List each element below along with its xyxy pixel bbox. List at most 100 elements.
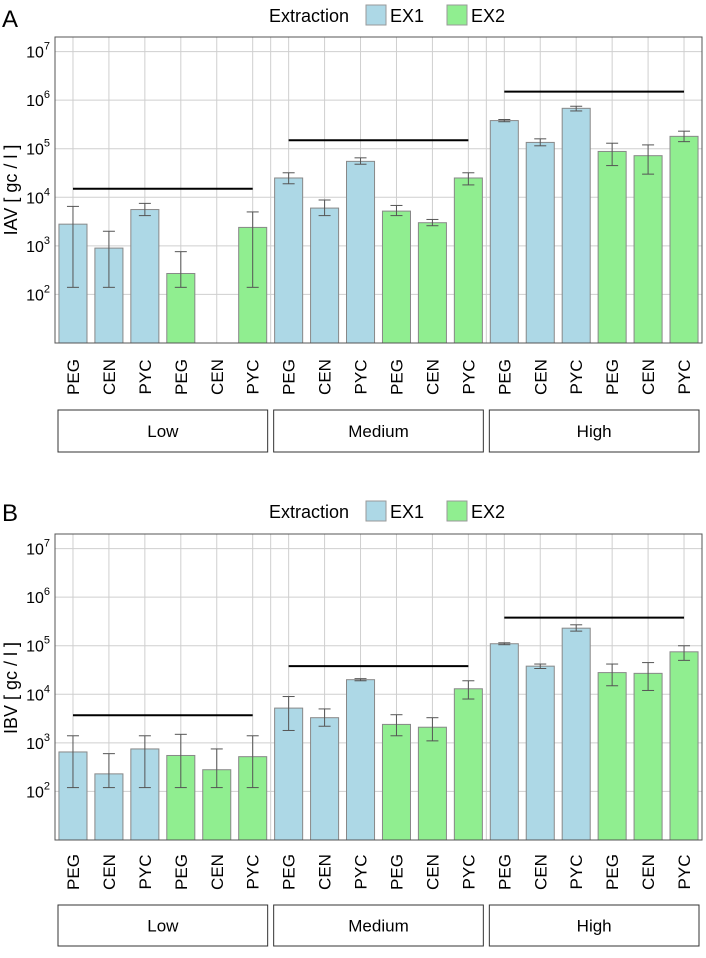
legend-title: Extraction xyxy=(269,6,349,26)
x-tick-label: PEG xyxy=(495,854,514,890)
error-bar xyxy=(534,663,547,669)
group-label-medium: Medium xyxy=(348,917,408,936)
x-tick-label: PYC xyxy=(459,360,478,395)
error-bar xyxy=(246,211,259,288)
error-bar xyxy=(426,717,439,742)
bars xyxy=(58,105,699,344)
error-bar xyxy=(462,680,475,700)
bar-high-pyc-ex1 xyxy=(561,107,591,344)
error-bar xyxy=(210,748,223,789)
y-tick-label: 106 xyxy=(26,586,50,607)
bar-medium-cen-ex1 xyxy=(310,207,340,344)
x-tick-label: PEG xyxy=(387,854,406,890)
x-tick-label: PEG xyxy=(387,359,406,395)
error-bar xyxy=(642,662,655,691)
group-label-low: Low xyxy=(147,422,179,441)
panel-letter: A xyxy=(2,6,18,33)
x-tick-label: CEN xyxy=(423,854,442,890)
x-tick-label: PEG xyxy=(603,359,622,395)
group-boxes: Low Medium High xyxy=(57,904,700,947)
legend-label-ex1: EX1 xyxy=(390,6,424,26)
error-bar xyxy=(606,663,619,687)
y-tick-label: 102 xyxy=(26,283,50,304)
y-tick-exponent: 6 xyxy=(44,89,50,101)
y-tick-label: 104 xyxy=(26,683,50,704)
bar-high-cen-ex1 xyxy=(525,141,555,344)
error-bar xyxy=(66,735,79,789)
error-bar xyxy=(354,157,367,165)
x-tick-label: PYC xyxy=(244,855,263,890)
y-tick-base: 10 xyxy=(26,784,44,801)
legend-label-ex1: EX1 xyxy=(390,502,424,522)
group-box-high xyxy=(488,904,700,947)
x-tick-label: PEG xyxy=(280,854,299,890)
y-tick-base: 10 xyxy=(26,687,44,704)
group-label-high: High xyxy=(577,917,612,936)
y-axis-label: IBV [ gc / l ] xyxy=(1,642,21,734)
y-tick-base: 10 xyxy=(26,45,44,62)
x-tick-label: PYC xyxy=(567,360,586,395)
bar-high-peg-ex1 xyxy=(489,643,519,841)
y-tick-exponent: 4 xyxy=(44,683,50,695)
error-bar xyxy=(498,642,511,646)
y-tick-base: 10 xyxy=(26,93,44,110)
y-tick-exponent: 2 xyxy=(44,283,50,295)
legend-swatch-ex1 xyxy=(365,4,387,26)
bar-medium-cen-ex1 xyxy=(310,717,340,841)
bar-medium-cen-ex2 xyxy=(417,222,447,344)
error-bar xyxy=(498,119,511,123)
error-bar xyxy=(534,138,547,147)
y-tick-base: 10 xyxy=(26,239,44,256)
error-bar xyxy=(390,714,403,737)
legend-label-ex2: EX2 xyxy=(471,502,505,522)
x-tick-label: PYC xyxy=(567,855,586,890)
x-tick-label: PYC xyxy=(352,855,371,890)
error-bar xyxy=(66,205,79,288)
x-tick-label: CEN xyxy=(531,854,550,890)
x-tick-label: PYC xyxy=(459,855,478,890)
legend-label-ex2: EX2 xyxy=(471,6,505,26)
x-tick-label: CEN xyxy=(639,854,658,890)
y-tick-label: 106 xyxy=(26,89,50,110)
x-tick-label: CEN xyxy=(639,359,658,395)
x-tick-label: CEN xyxy=(208,359,227,395)
error-bar xyxy=(102,753,115,789)
x-tick-label: PYC xyxy=(675,360,694,395)
error-bar xyxy=(174,733,187,789)
bar-medium-pyc-ex1 xyxy=(346,160,376,344)
y-tick-label: 105 xyxy=(26,635,50,656)
error-bar xyxy=(102,230,115,288)
error-bar xyxy=(570,105,583,112)
plot-frame xyxy=(54,533,703,841)
x-tick-label: PEG xyxy=(64,854,83,890)
y-tick-base: 10 xyxy=(26,287,44,304)
bar-medium-peg-ex2 xyxy=(381,210,411,344)
error-bar xyxy=(138,735,151,789)
y-tick-base: 10 xyxy=(26,142,44,159)
panel-letter: B xyxy=(2,500,18,527)
bar-medium-pyc-ex1 xyxy=(346,679,376,841)
legend-title: Extraction xyxy=(269,502,349,522)
x-tick-label: CEN xyxy=(316,359,335,395)
plot-area xyxy=(55,37,702,343)
y-tick-label: 103 xyxy=(26,732,50,753)
error-bar xyxy=(318,708,331,727)
y-tick-base: 10 xyxy=(26,639,44,656)
legend-swatch-ex1 xyxy=(365,500,387,522)
y-tick-base: 10 xyxy=(26,190,44,207)
bar-high-peg-ex1 xyxy=(489,120,519,344)
group-box-low xyxy=(57,904,269,947)
x-tick-label: CEN xyxy=(423,359,442,395)
error-bar xyxy=(606,142,619,167)
y-tick-exponent: 7 xyxy=(44,41,50,53)
x-tick-label: PYC xyxy=(675,855,694,890)
y-tick-base: 10 xyxy=(26,736,44,753)
error-bar xyxy=(318,199,331,217)
y-tick-label: 104 xyxy=(26,186,50,207)
error-bar xyxy=(678,130,691,143)
y-tick-label: 103 xyxy=(26,235,50,256)
x-tick-label: PEG xyxy=(172,359,191,395)
